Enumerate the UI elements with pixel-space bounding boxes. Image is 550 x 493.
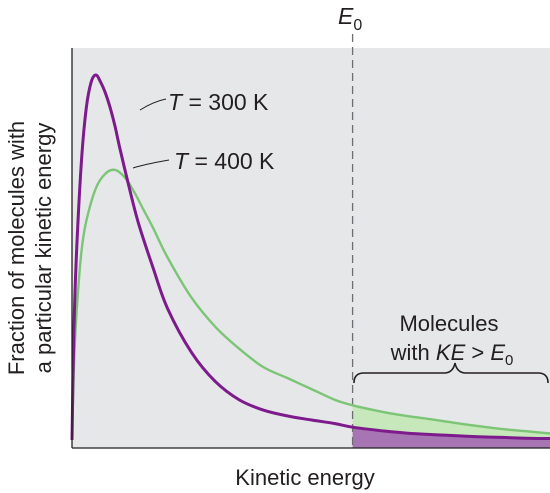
series-label-t300-var: T xyxy=(168,89,184,115)
bracket-label-line2: with KE > E0 xyxy=(390,340,514,369)
bracket-label-ke: KE xyxy=(436,340,466,365)
leader-line-t400 xyxy=(132,159,170,169)
threshold-label-sub: 0 xyxy=(353,17,362,34)
leader-line-t300 xyxy=(139,98,167,111)
bracket-label-line1: Molecules xyxy=(399,311,498,336)
threshold-label-main: E xyxy=(338,3,354,29)
series-label-t300: T = 300 K xyxy=(168,89,269,115)
series-line-t400 xyxy=(70,168,550,441)
bracket-molecules-above-e0 xyxy=(353,362,549,384)
bracket-label-with: with xyxy=(390,340,436,365)
area-above-e0-t300 xyxy=(352,427,550,448)
series-line-t300 xyxy=(70,73,550,441)
series-label-t400-var: T xyxy=(174,148,190,174)
threshold-label-e0: E0 xyxy=(338,3,362,34)
x-axis-label: Kinetic energy xyxy=(235,465,374,490)
bracket-label-e: E xyxy=(490,340,505,365)
series-label-t400: T = 400 K xyxy=(174,148,275,174)
bracket-label-sub: 0 xyxy=(505,352,513,369)
y-axis-label-line1: Fraction of molecules with xyxy=(4,121,29,375)
area-above-e0-t400 xyxy=(352,405,550,439)
y-axis-label-line2: a particular kinetic energy xyxy=(31,123,56,374)
plot-background xyxy=(72,48,550,448)
bracket-label-op: > xyxy=(465,340,490,365)
series-label-t300-rest: = 300 K xyxy=(182,89,269,115)
series-label-t400-rest: = 400 K xyxy=(188,148,275,174)
